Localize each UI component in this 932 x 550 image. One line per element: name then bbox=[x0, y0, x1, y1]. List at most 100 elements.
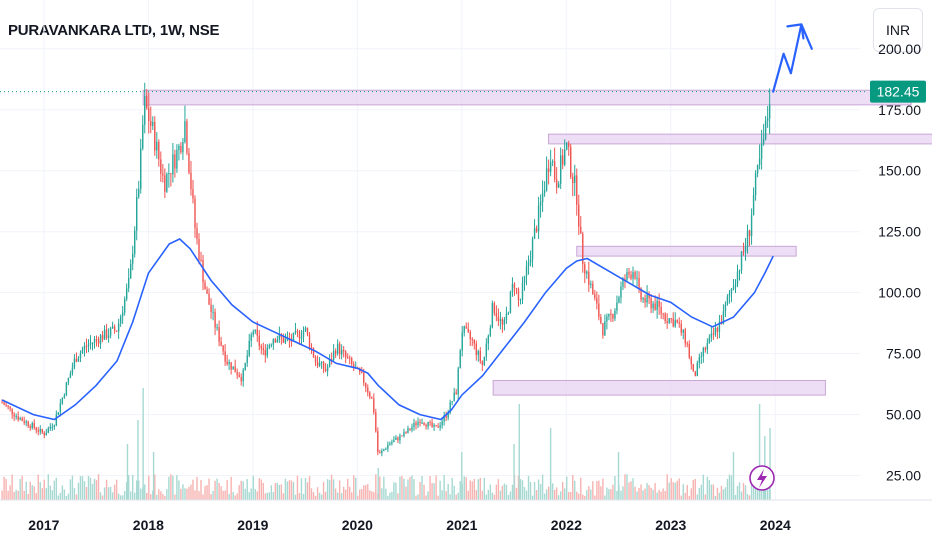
candle-body bbox=[572, 176, 574, 184]
candle-body bbox=[764, 120, 767, 139]
volume-bar bbox=[608, 489, 610, 500]
candle-body bbox=[507, 312, 510, 314]
candle-body bbox=[622, 278, 624, 287]
candle-body bbox=[81, 349, 84, 354]
candle-body bbox=[515, 287, 518, 290]
volume-bar bbox=[588, 486, 590, 500]
price-zone[interactable] bbox=[142, 89, 912, 106]
candle-body bbox=[419, 421, 421, 423]
volume-bar bbox=[634, 486, 636, 500]
price-zone[interactable] bbox=[548, 133, 932, 145]
candle-body bbox=[561, 155, 564, 165]
candle-body bbox=[592, 283, 594, 295]
candle-body bbox=[338, 343, 341, 355]
volume-bar bbox=[748, 495, 751, 500]
candle-body bbox=[188, 152, 190, 173]
volume-bar bbox=[216, 478, 218, 500]
candle-body bbox=[632, 272, 634, 279]
candle-body bbox=[361, 371, 363, 373]
volume-bar bbox=[334, 488, 337, 500]
volume-bar bbox=[260, 479, 262, 500]
candle-body bbox=[154, 121, 156, 151]
volume-bar bbox=[105, 479, 108, 500]
candle-body bbox=[371, 397, 373, 399]
candle-body bbox=[568, 143, 570, 147]
volume-bar bbox=[336, 492, 339, 500]
candle-body bbox=[176, 149, 178, 169]
volume-bar bbox=[738, 482, 741, 500]
volume-bar bbox=[489, 484, 492, 500]
candle-body bbox=[578, 204, 580, 227]
candle-body bbox=[555, 179, 558, 188]
volume-bar bbox=[475, 490, 477, 500]
candle-body bbox=[27, 421, 29, 427]
volume-bar bbox=[21, 475, 23, 500]
candle-body bbox=[25, 421, 27, 423]
candle-body bbox=[684, 329, 686, 344]
candle-body bbox=[300, 336, 303, 339]
candle-body bbox=[443, 415, 445, 422]
candle-body bbox=[306, 327, 309, 335]
candle-body bbox=[616, 302, 618, 311]
candle-body bbox=[718, 321, 721, 332]
volume-bar bbox=[33, 486, 35, 500]
candle-body bbox=[758, 158, 761, 165]
candle-body bbox=[351, 358, 353, 365]
volume-bar bbox=[666, 474, 668, 500]
volume-bar bbox=[246, 479, 248, 500]
volume-bar bbox=[479, 477, 482, 500]
candle-body bbox=[692, 364, 694, 372]
candle-body bbox=[174, 154, 176, 169]
candle-body bbox=[547, 168, 550, 172]
volume-bar bbox=[491, 492, 494, 500]
volume-bar bbox=[342, 486, 345, 500]
volume-bar bbox=[63, 489, 66, 500]
volume-bar bbox=[602, 478, 604, 500]
candle-body bbox=[724, 304, 727, 312]
price-zone[interactable] bbox=[576, 245, 797, 257]
volume-bar bbox=[220, 486, 222, 500]
candle-body bbox=[668, 318, 670, 323]
candle-body bbox=[640, 288, 642, 300]
candle-body bbox=[559, 155, 562, 184]
volume-bar bbox=[654, 483, 656, 500]
volume-bar bbox=[473, 478, 475, 500]
volume-bar bbox=[405, 486, 407, 500]
x-tick-label: 2017 bbox=[28, 517, 59, 533]
candle-body bbox=[140, 148, 142, 189]
candle-body bbox=[479, 351, 482, 362]
volume-bar bbox=[286, 481, 289, 500]
moving-average-line bbox=[1, 238, 774, 421]
currency-button[interactable]: INR bbox=[873, 8, 923, 52]
volume-bar bbox=[543, 493, 546, 500]
volume-bar bbox=[501, 485, 504, 500]
candle-body bbox=[192, 189, 194, 199]
y-tick-label: 25.00 bbox=[886, 468, 921, 484]
volume-bar bbox=[77, 482, 80, 500]
candle-body bbox=[256, 329, 258, 336]
volume-bar bbox=[131, 474, 134, 500]
candle-body bbox=[45, 432, 47, 436]
candle-body bbox=[284, 338, 287, 343]
volume-bar bbox=[612, 484, 614, 500]
candle-body bbox=[210, 304, 212, 312]
volume-bar bbox=[190, 484, 192, 500]
candle-body bbox=[503, 319, 506, 325]
volume-bar bbox=[186, 488, 188, 500]
candle-body bbox=[549, 162, 552, 172]
volume-bar bbox=[445, 491, 447, 500]
price-zone[interactable] bbox=[492, 379, 826, 396]
volume-bar bbox=[467, 490, 469, 500]
candle-body bbox=[250, 334, 252, 341]
volume-bar bbox=[533, 481, 536, 500]
candle-body bbox=[630, 274, 632, 279]
volume-bar bbox=[712, 484, 715, 500]
volume-bar bbox=[340, 493, 343, 500]
candle-body bbox=[580, 226, 582, 234]
volume-bar bbox=[182, 484, 184, 500]
volume-bar bbox=[714, 495, 717, 500]
flash-icon[interactable] bbox=[749, 465, 775, 491]
volume-bar bbox=[383, 476, 385, 500]
candle-body bbox=[762, 138, 765, 144]
